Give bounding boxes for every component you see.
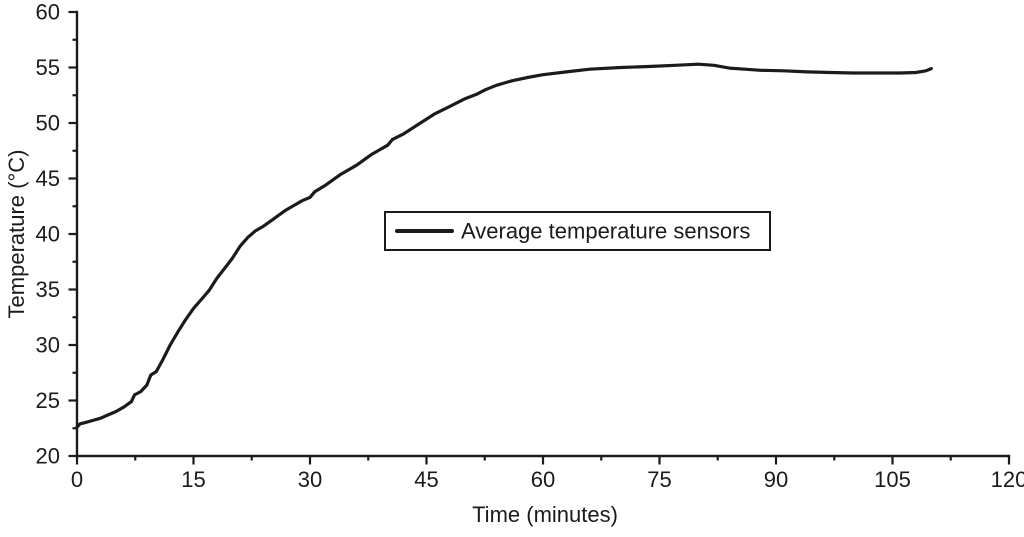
y-tick-label: 35 — [36, 277, 60, 302]
y-tick-label: 50 — [36, 111, 60, 136]
y-axis-major-ticks — [68, 10, 77, 458]
x-tick-label: 0 — [71, 467, 83, 492]
x-axis-tick-labels: 0 15 30 45 60 75 90 105 120 — [71, 467, 1024, 492]
y-tick-label: 45 — [36, 166, 60, 191]
x-tick-label: 30 — [298, 467, 322, 492]
x-axis-label: Time (minutes) — [472, 502, 618, 527]
x-axis-minor-ticks — [134, 456, 952, 461]
y-tick-label: 20 — [36, 444, 60, 469]
x-tick-label: 75 — [647, 467, 671, 492]
x-tick-label: 60 — [531, 467, 555, 492]
x-axis-major-ticks — [75, 456, 1011, 465]
y-tick-label: 25 — [36, 388, 60, 413]
legend: Average temperature sensors — [384, 211, 771, 251]
legend-label: Average temperature sensors — [461, 219, 750, 244]
x-tick-label: 15 — [181, 467, 205, 492]
y-tick-label: 40 — [36, 222, 60, 247]
y-axis-minor-ticks — [72, 38, 77, 430]
y-axis-label: Temperature (°C) — [4, 150, 29, 319]
y-axis-tick-labels: 20 25 30 35 40 45 50 55 60 — [36, 0, 60, 469]
x-tick-label: 90 — [764, 467, 788, 492]
y-tick-label: 60 — [36, 0, 60, 25]
y-tick-label: 55 — [36, 55, 60, 80]
y-tick-label: 30 — [36, 333, 60, 358]
x-tick-label: 120 — [991, 467, 1024, 492]
x-tick-label: 45 — [414, 467, 438, 492]
x-tick-label: 105 — [874, 467, 911, 492]
temperature-curve — [75, 62, 933, 429]
